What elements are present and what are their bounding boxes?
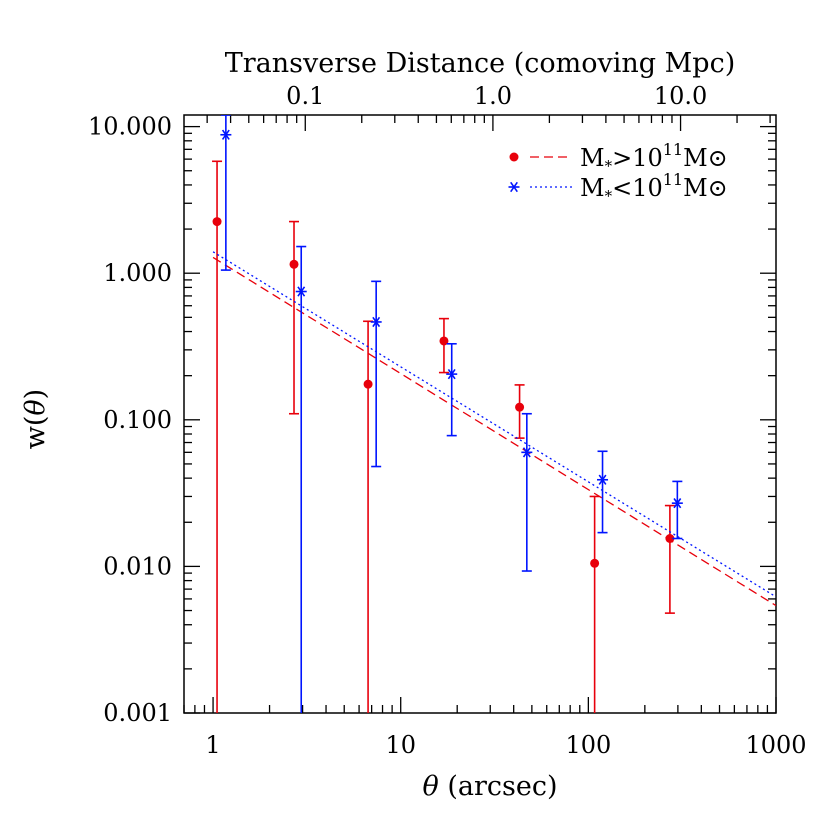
error-bar [672,480,683,540]
data-point [590,558,600,568]
error-bar [220,115,231,271]
legend: M*>1011M⊙M*<1011M⊙ [508,140,728,205]
legend-label: M*<1011M⊙ [580,170,728,205]
top-tick-label: 0.1 [286,82,324,110]
legend-marker [509,152,519,162]
y-tick-label: 0.001 [103,699,172,727]
data-point [439,336,449,346]
data-point [508,181,520,193]
data-point [597,474,609,485]
error-bar [212,160,223,713]
data-point [515,402,525,412]
error-bar [438,317,449,374]
asterisk-stroke [297,286,306,297]
x-axis-title: θ (arcsec) [423,771,558,802]
error-bar [446,342,457,437]
legend-label: M*>1011M⊙ [580,140,728,175]
error-bar [664,504,675,614]
asterisk-stroke [221,129,230,140]
top-tick-label: 1.0 [474,82,512,110]
data-point [212,217,222,227]
y-tick-label: 1.000 [103,259,172,287]
tick-marks [183,115,777,714]
data-point [289,259,299,269]
data-point [370,316,382,328]
fit-line [212,251,776,598]
error-bar [296,245,307,713]
data-point [363,379,373,389]
x-tick-label: 10 [385,731,416,759]
error-bar [289,220,300,415]
top-axis-title: Transverse Distance (comoving Mpc) [225,48,735,79]
data-point [521,447,533,458]
asterisk-stroke [510,181,518,193]
data-point [446,368,458,380]
asterisk-stroke [372,316,381,328]
data-point [665,533,675,543]
y-tick-label: 10.000 [88,113,172,141]
asterisk-stroke [673,498,682,509]
asterisk-stroke [447,368,456,380]
fit-line [212,256,776,607]
x-tick-label: 1 [205,731,220,759]
y-tick-label: 0.010 [103,552,172,580]
error-bar [597,450,608,534]
plot-content [212,115,776,713]
x-tick-label: 100 [565,731,611,759]
plot-frame [183,114,777,714]
y-axis-title: w(θ) [20,389,51,449]
asterisk-stroke [522,447,531,458]
error-bar [371,280,382,468]
x-tick-label: 1000 [745,731,806,759]
error-bar [521,412,532,572]
data-point [220,129,232,140]
asterisk-stroke [598,474,607,485]
top-tick-label: 10.0 [654,82,707,110]
data-point [295,286,307,297]
data-point [671,498,683,509]
error-bar [589,495,600,713]
y-tick-label: 0.100 [103,406,172,434]
